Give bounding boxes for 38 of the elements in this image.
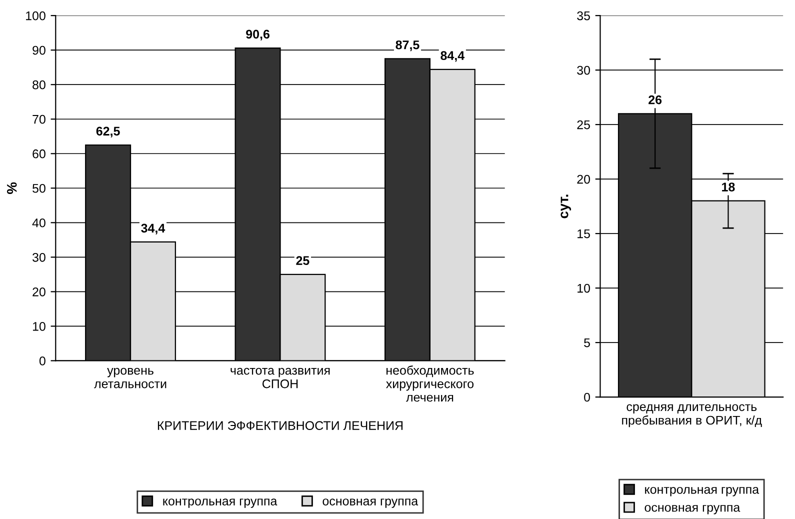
y-tick-label: 30 <box>32 252 46 262</box>
x-tick-label: частота развития СПОН <box>230 368 330 388</box>
y-tick-label: 15 <box>578 229 590 238</box>
y-tick-label: 30 <box>577 66 590 75</box>
y-tick-label: 90 <box>32 46 46 55</box>
data-label: 26 <box>648 95 662 104</box>
legend-label: контрольная группа <box>645 486 760 496</box>
y-tick-label: 5 <box>584 338 590 348</box>
legend-label: основная группа <box>644 504 740 514</box>
legend-label: основная группа <box>322 498 418 508</box>
y-tick-label: 40 <box>32 218 46 228</box>
x-axis-title: КРИТЕРИИ ЭФФЕКТИВНОСТИ ЛЕЧЕНИЯ <box>158 421 403 430</box>
y-tick-label: 35 <box>577 11 590 20</box>
y-tick-label: 50 <box>32 184 46 193</box>
y-tick-label: 80 <box>32 80 46 90</box>
data-label: 25 <box>296 256 310 266</box>
y-tick-label: 0 <box>39 356 46 366</box>
y-tick-label: 10 <box>578 284 590 293</box>
legend-label: контрольная группа <box>163 498 278 508</box>
data-label: 62,5 <box>96 126 120 138</box>
y-tick-label: 20 <box>32 287 46 296</box>
y-axis-title: сут. <box>560 194 572 218</box>
y-tick-label: 0 <box>584 392 590 402</box>
y-tick-label: 70 <box>32 114 46 124</box>
data-label: 87,5 <box>396 40 420 52</box>
y-axis-title: % <box>6 182 17 194</box>
x-tick-label: необходимость хирургического лечения <box>386 365 474 402</box>
data-label: 90,6 <box>246 30 270 40</box>
data-label: 18 <box>722 182 735 192</box>
data-label: 34,4 <box>141 224 166 234</box>
x-tick-label: средняя длительность пребывания в ОРИТ, к/д <box>622 404 762 428</box>
y-tick-label: 20 <box>577 174 590 184</box>
y-tick-label: 60 <box>32 149 46 158</box>
data-label: 84,4 <box>440 51 465 62</box>
y-tick-label: 10 <box>32 322 46 331</box>
y-tick-label: 100 <box>26 11 46 20</box>
x-tick-label: уровень летальности <box>94 368 166 388</box>
y-tick-label: 25 <box>577 120 590 130</box>
